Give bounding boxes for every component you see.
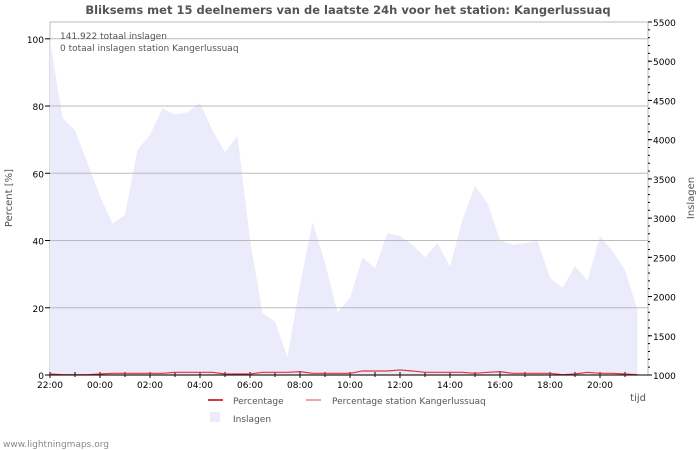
y-tick-label: 80 bbox=[33, 103, 45, 113]
x-axis-label: tijd bbox=[630, 393, 646, 404]
line-percentage bbox=[49, 369, 638, 376]
y-axis-label: Percent [%] bbox=[4, 169, 15, 227]
y2-tick-label: 3500 bbox=[653, 176, 676, 186]
y-tick-label: 0 bbox=[38, 372, 44, 382]
y-tick-label: 100 bbox=[27, 36, 44, 46]
x-tick-label: 14:00 bbox=[437, 381, 463, 391]
y2-tick-label: 2500 bbox=[653, 254, 676, 264]
y2-tick-label: 1000 bbox=[653, 372, 676, 382]
y2-tick-label: 3000 bbox=[653, 215, 676, 225]
x-tick-label: 00:00 bbox=[87, 381, 113, 391]
x-tick-label: 16:00 bbox=[487, 381, 513, 391]
x-tick-label: 18:00 bbox=[537, 381, 563, 391]
x-tick-label: 12:00 bbox=[387, 381, 413, 391]
y-tick-label: 20 bbox=[33, 305, 45, 315]
legend-label-percentage: Percentage bbox=[233, 397, 284, 407]
x-tick-label: 06:00 bbox=[237, 381, 263, 391]
y2-tick-label: 5000 bbox=[653, 58, 676, 68]
legend: Percentage Percentage station Kangerluss… bbox=[208, 397, 486, 425]
x-tick-label: 10:00 bbox=[337, 381, 363, 391]
legend-swatch-percentage bbox=[208, 399, 223, 401]
y-tick-label: 60 bbox=[33, 170, 45, 180]
area-inslagen bbox=[50, 40, 638, 375]
y2-tick-label: 5500 bbox=[653, 19, 676, 29]
x-tick-label: 20:00 bbox=[587, 381, 613, 391]
legend-label-inslagen: Inslagen bbox=[233, 415, 271, 425]
y2-tick-label: 4500 bbox=[653, 97, 676, 107]
footer-credit: www.lightningmaps.org bbox=[3, 440, 109, 450]
legend-swatch-inslagen bbox=[210, 412, 220, 422]
x-tick-label: 04:00 bbox=[187, 381, 213, 391]
x-tick-label: 08:00 bbox=[287, 381, 313, 391]
y2-tick-label: 2000 bbox=[653, 294, 676, 304]
legend-swatch-station bbox=[306, 399, 321, 401]
chart-title: Bliksems met 15 deelnemers van de laatst… bbox=[85, 3, 610, 17]
y2-tick-label: 1500 bbox=[653, 333, 676, 343]
annotation-station: 0 totaal inslagen station Kangerlussuaq bbox=[60, 44, 239, 54]
legend-label-station: Percentage station Kangerlussuaq bbox=[332, 397, 486, 407]
y-tick-label: 40 bbox=[33, 238, 45, 248]
y2-axis-label: Inslagen bbox=[686, 177, 697, 219]
annotation-total: 141.922 totaal inslagen bbox=[60, 32, 167, 42]
x-tick-label: 22:00 bbox=[37, 381, 63, 391]
y2-tick-label: 4000 bbox=[653, 137, 676, 147]
x-tick-label: 02:00 bbox=[137, 381, 163, 391]
